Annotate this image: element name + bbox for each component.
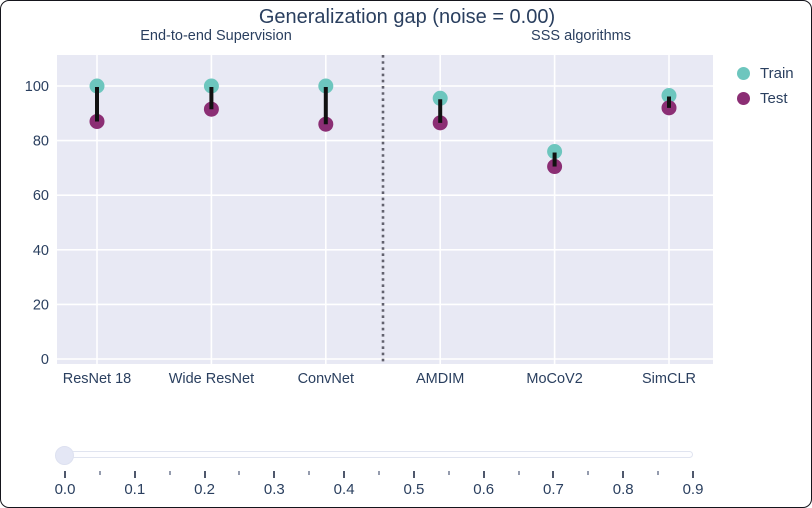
slider-major-tick bbox=[343, 471, 346, 478]
slider-label-0.6: 0.6 bbox=[473, 481, 495, 498]
train-point-wide-resnet[interactable] bbox=[203, 78, 219, 94]
plot-background bbox=[57, 55, 713, 364]
x-axis-tick-label: SimCLR bbox=[642, 371, 696, 387]
train-point-mocov2[interactable] bbox=[547, 144, 563, 160]
chart-title: Generalization gap (noise = 0.00) bbox=[258, 6, 556, 28]
slider-minor-tick bbox=[517, 471, 520, 475]
slider-label-0.1: 0.1 bbox=[124, 481, 146, 498]
train-point-amdim[interactable] bbox=[432, 90, 448, 106]
annotation-sss-algorithms: SSS algorithms bbox=[531, 28, 631, 44]
slider-minor-tick bbox=[378, 471, 380, 475]
train-marker-icon bbox=[737, 67, 750, 80]
slider-minor-tick bbox=[238, 471, 241, 475]
x-axis-tick-label: AMDIM bbox=[416, 371, 464, 387]
test-point-amdim[interactable] bbox=[432, 115, 448, 131]
y-axis-tick-label: 0 bbox=[41, 352, 49, 368]
y-axis-tick-label: 20 bbox=[33, 297, 49, 313]
slider-minor-tick bbox=[657, 471, 660, 475]
train-point-resnet-18[interactable] bbox=[89, 78, 105, 94]
noise-slider-track[interactable] bbox=[58, 451, 693, 458]
slider-label-0.8: 0.8 bbox=[612, 481, 634, 498]
slider-minor-tick bbox=[98, 471, 101, 475]
slider-major-tick bbox=[273, 471, 276, 478]
slider-minor-tick bbox=[447, 471, 450, 475]
legend-label-test: Test bbox=[760, 90, 788, 107]
slider-label-0.9: 0.9 bbox=[682, 481, 704, 498]
slider-label-0.0: 0.0 bbox=[54, 481, 76, 498]
slider-major-tick bbox=[552, 471, 555, 478]
y-axis-tick-label: 100 bbox=[25, 79, 49, 95]
slider-major-tick bbox=[412, 471, 415, 478]
legend-item-test[interactable]: Test bbox=[730, 90, 788, 107]
x-axis-tick-label: Wide ResNet bbox=[169, 371, 254, 387]
slider-major-tick bbox=[482, 471, 485, 478]
slider-label-0.7: 0.7 bbox=[543, 481, 564, 498]
slider-major-tick bbox=[133, 471, 136, 478]
x-axis-tick-label: ResNet 18 bbox=[63, 371, 132, 387]
train-point-convnet[interactable] bbox=[318, 78, 334, 94]
slider-major-tick bbox=[64, 471, 66, 478]
noise-slider-handle[interactable] bbox=[55, 446, 74, 465]
legend-label-train: Train bbox=[760, 65, 794, 82]
slider-major-tick bbox=[203, 471, 206, 478]
legend-item-train[interactable]: Train bbox=[730, 65, 794, 82]
test-marker-icon bbox=[737, 92, 750, 105]
train-point-simclr[interactable] bbox=[661, 88, 677, 104]
slider-label-0.5: 0.5 bbox=[403, 481, 425, 498]
slider-minor-tick bbox=[168, 471, 171, 475]
annotation-end-to-end-supervision: End-to-end Supervision bbox=[140, 28, 292, 44]
slider-major-tick bbox=[622, 471, 625, 478]
plot-area: 0 20 40 60 80 100 ResNet 18 Wide ResNet ConvNet A… bbox=[25, 55, 713, 387]
slider-label-0.3: 0.3 bbox=[263, 481, 285, 498]
slider-label-0.2: 0.2 bbox=[194, 481, 215, 498]
y-axis-tick-label: 40 bbox=[33, 243, 49, 259]
y-axis-tick-label: 60 bbox=[33, 188, 49, 204]
slider-minor-tick bbox=[308, 471, 311, 475]
slider-label-0.4: 0.4 bbox=[333, 481, 355, 498]
x-axis-tick-label: MoCoV2 bbox=[526, 371, 582, 387]
x-axis-tick-label: ConvNet bbox=[298, 371, 354, 387]
y-axis-tick-label: 80 bbox=[33, 134, 49, 150]
slider-major-tick bbox=[692, 471, 694, 478]
slider-minor-tick bbox=[587, 471, 590, 475]
